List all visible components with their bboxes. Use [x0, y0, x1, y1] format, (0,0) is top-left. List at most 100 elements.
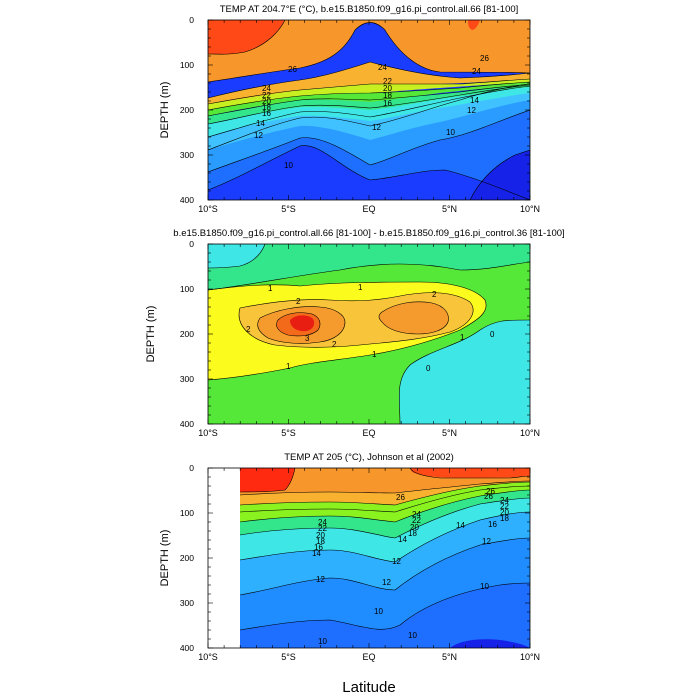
contour-label: 14 [470, 96, 479, 105]
band-14-16 [240, 512, 530, 595]
band-cold [450, 639, 530, 648]
panel-1-contours [208, 20, 530, 200]
contour-label: 12 [382, 578, 391, 587]
band-20-24 [240, 482, 530, 522]
panel-3-title: TEMP AT 205 (°C), Johnson et al (2002) [284, 452, 454, 463]
contour-label: 3 [305, 334, 310, 343]
contour-label: 12 [392, 557, 401, 566]
panel-1-ylabel: DEPTH (m) [159, 82, 171, 139]
panel-3-axes: 10°S 5°S EQ 5°N 10°N 0 100 200 300 400 [180, 463, 540, 662]
contour-label: 0 [490, 330, 495, 339]
panel-1-title: TEMP AT 204.7°E (°C), b.e15.B1850.f09_g1… [220, 4, 519, 15]
contour-label: 2 [332, 340, 337, 349]
x-tick-label: 10°N [520, 428, 540, 438]
contour-label: 14 [312, 549, 321, 558]
contour-label: 16 [262, 109, 271, 118]
x-tick-label: 5°S [281, 428, 296, 438]
contour-label: 2 [432, 290, 437, 299]
contour-label: 10 [284, 161, 293, 170]
band-28-sw [208, 20, 285, 55]
band-18-20 [208, 84, 530, 124]
contour-label: 24 [378, 63, 387, 72]
panel-1-axes: 10°S 5°S EQ 5°N 10°N 0 100 200 300 400 [180, 15, 540, 214]
panel-3-field: 26 24 22 20 18 16 14 12 10 24 22 20 18 1… [239, 468, 530, 648]
y-tick-label: 300 [180, 374, 194, 384]
y-tick-label: 300 [180, 598, 194, 608]
y-tick-label: 200 [180, 553, 194, 563]
contour-label: 24 [412, 510, 421, 519]
contour-label: 20 [316, 531, 325, 540]
band-28-ne [468, 20, 480, 30]
contour-label: 12 [482, 537, 491, 546]
contour-label: 24 [472, 67, 481, 76]
contour-label: 12 [316, 575, 325, 584]
contour-label: 22 [318, 524, 327, 533]
contour-label: 24 [318, 518, 327, 527]
x-tick-label: 10°S [198, 652, 218, 662]
contour-label: 10 [374, 607, 383, 616]
y-tick-label: 100 [180, 508, 194, 518]
figure-xlabel: Latitude [342, 679, 395, 696]
y-tick-label: 100 [180, 284, 194, 294]
y-tick-label: 400 [180, 643, 194, 653]
contour-label: 18 [316, 537, 325, 546]
contour-label: 1 [268, 284, 273, 293]
panel-2-field: 1 1 2 2 2 3 2 1 1 1 0 0 [208, 244, 530, 424]
x-tick-label: 10°S [198, 428, 218, 438]
contour-label: 14 [256, 119, 265, 128]
panel-3-contour-labels: 26 24 22 20 18 16 14 12 10 24 22 20 18 1… [312, 487, 509, 646]
x-tick-label: 10°N [520, 652, 540, 662]
contour-label: 12 [254, 131, 263, 140]
contour-label: 10 [408, 631, 417, 640]
panel-2-title: b.e15.B1850.f09_g16.pi_control.all.66 [8… [173, 228, 564, 239]
panel-1-field: 26 24 26 24 22 20 18 16 14 12 10 24 22 2… [208, 20, 530, 200]
contour-label: 1 [460, 333, 465, 342]
y-tick-label: 200 [180, 105, 194, 115]
contour-label: 20 [383, 84, 392, 93]
contour-label: 26 [396, 493, 405, 502]
x-tick-label: 5°N [442, 428, 457, 438]
y-tick-label: 300 [180, 150, 194, 160]
band-22-24 [208, 79, 530, 110]
contour-label: 0 [426, 364, 431, 373]
contour-label: 20 [410, 523, 419, 532]
band-26 [208, 20, 530, 82]
contour-label: 1 [286, 362, 291, 371]
band-neg-nw [208, 244, 265, 268]
x-tick-label: EQ [362, 204, 375, 214]
y-tick-label: 400 [180, 195, 194, 205]
contour-label: 10 [446, 128, 455, 137]
contour-label: 16 [314, 543, 323, 552]
x-tick-label: 5°N [442, 652, 457, 662]
y-tick-label: 200 [180, 329, 194, 339]
contour-label: 16 [383, 99, 392, 108]
panel-2-contours [208, 244, 530, 424]
band-12-14 [240, 538, 530, 630]
x-tick-label: EQ [362, 652, 375, 662]
x-tick-label: 5°N [442, 204, 457, 214]
contour-label: 22 [412, 516, 421, 525]
band-16-18 [240, 498, 530, 562]
contour-label: 18 [408, 529, 417, 538]
band-18-20 [240, 490, 530, 538]
panel-3-ylabel: DEPTH (m) [159, 530, 171, 587]
contour-label: 2 [296, 297, 301, 306]
contour-label: 18 [383, 91, 392, 100]
band-10-12 [240, 583, 530, 648]
contour-label: 20 [500, 508, 509, 517]
contour-label: 16 [488, 520, 497, 529]
x-tick-label: 10°N [520, 204, 540, 214]
panel-1: TEMP AT 204.7°E (°C), b.e15.B1850.f09_g1… [159, 4, 540, 214]
contour-label: 2 [246, 325, 251, 334]
x-tick-label: 10°S [198, 204, 218, 214]
contour-label: 26 [480, 54, 489, 63]
band-16-18 [208, 85, 530, 137]
contour-label: 10 [480, 582, 489, 591]
panel-3: TEMP AT 205 (°C), Johnson et al (2002) [159, 452, 540, 662]
contour-label: 22 [383, 77, 392, 86]
y-tick-label: 0 [189, 239, 194, 249]
band-28-e [410, 468, 530, 478]
contour-label: 24 [500, 496, 509, 505]
